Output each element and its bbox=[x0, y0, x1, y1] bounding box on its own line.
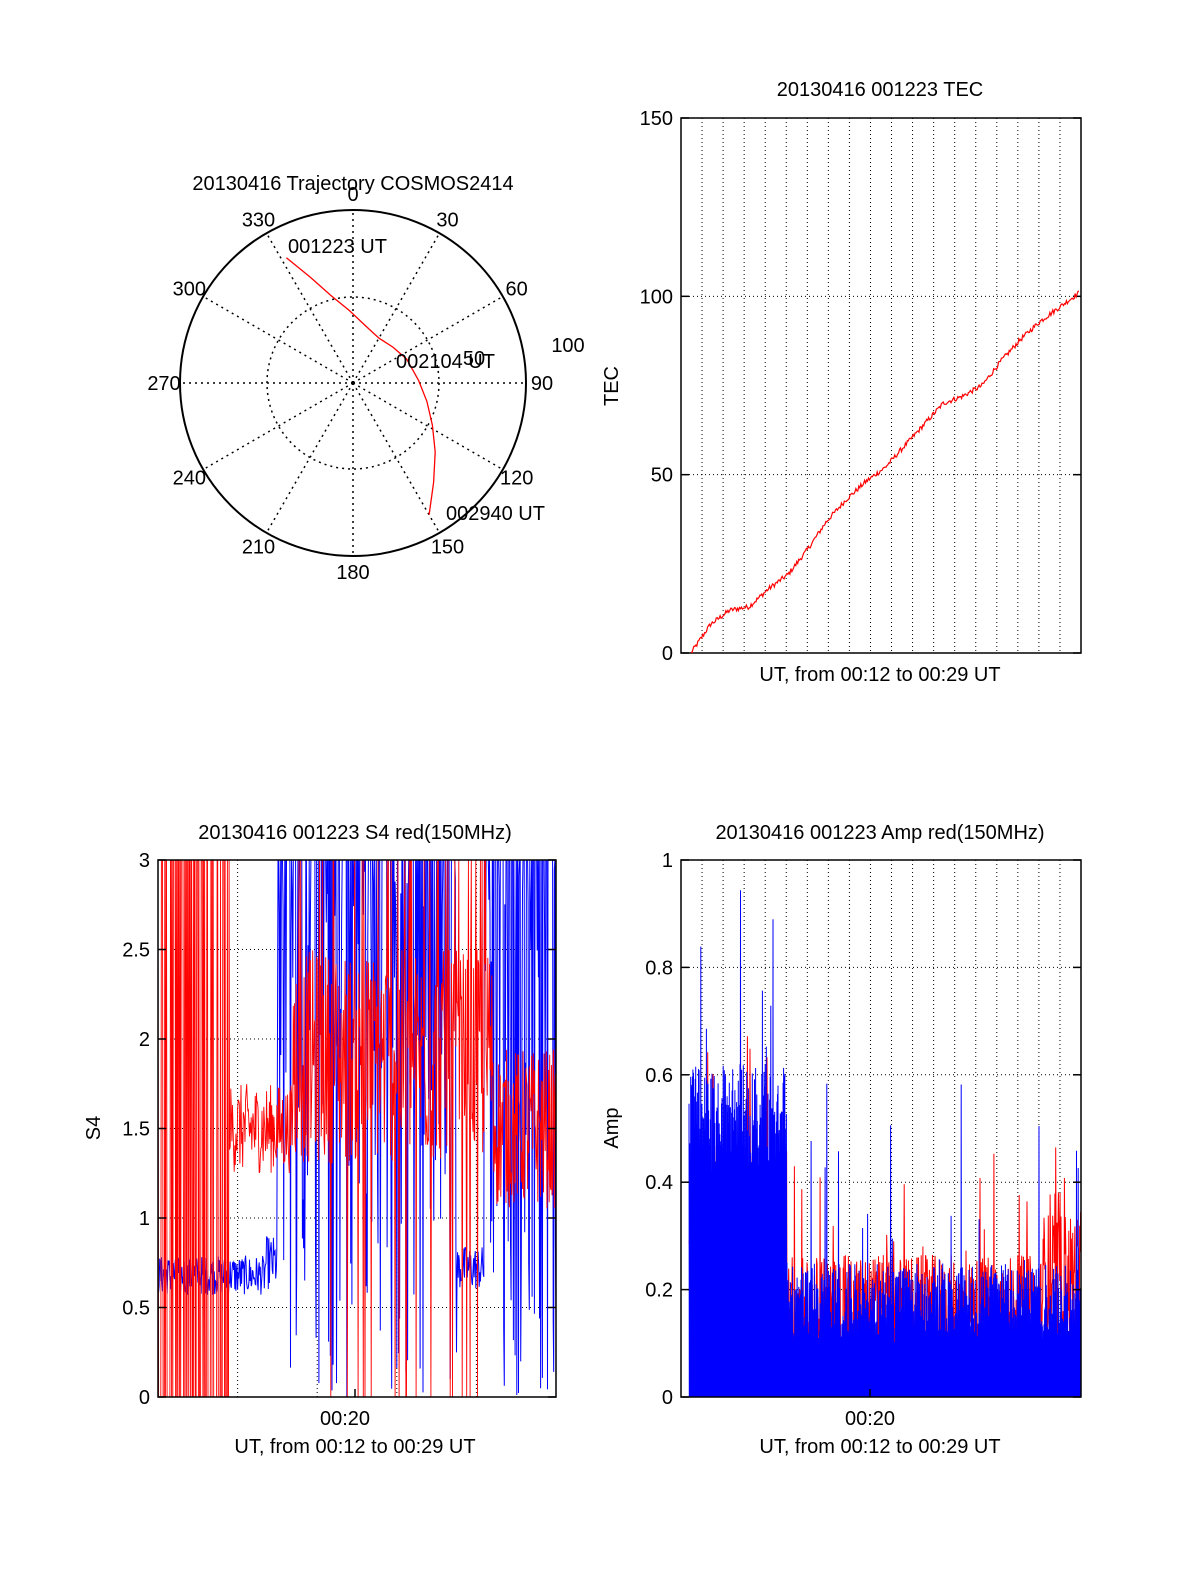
polar-title: 20130416 Trajectory COSMOS2414 bbox=[192, 173, 513, 195]
amp-x-label: UT, from 00:12 to 00:29 UT bbox=[759, 1436, 1000, 1458]
polar-spoke-120 bbox=[352, 382, 504, 471]
tec-frame bbox=[680, 117, 1082, 654]
s4-y-label: S4 bbox=[83, 1116, 105, 1140]
tec-y-tick-label: 100 bbox=[640, 286, 673, 308]
polar-spoke-330 bbox=[265, 232, 354, 384]
polar-angle-label-90: 90 bbox=[531, 373, 553, 395]
tec-y-ticks: 0 50 100 150 bbox=[640, 108, 1081, 665]
polar-angle-label-0: 0 bbox=[347, 184, 358, 206]
polar-angle-label-210: 210 bbox=[242, 537, 275, 559]
tec-x-label: UT, from 00:12 to 00:29 UT bbox=[759, 664, 1000, 686]
polar-angle-label-150: 150 bbox=[431, 537, 464, 559]
amp-series bbox=[688, 890, 1082, 1398]
polar-spokes bbox=[180, 210, 526, 556]
amp-y-tick-label: 0.4 bbox=[645, 1172, 673, 1194]
s4-y-tick-label: 1.5 bbox=[122, 1119, 150, 1141]
satellite-track-line bbox=[285, 257, 436, 515]
amp-frame bbox=[680, 859, 1082, 1398]
amp-y-ticks: 0 0.2 0.4 0.6 0.8 1 bbox=[645, 850, 1081, 1409]
polar-spoke-210 bbox=[265, 382, 354, 534]
polar-angle-label-30: 30 bbox=[436, 209, 458, 231]
s4-x-tick-label: 00:20 bbox=[320, 1408, 370, 1430]
polar-angle-label-60: 60 bbox=[506, 279, 528, 301]
polar-spoke-300 bbox=[202, 295, 354, 384]
polar-angle-label-240: 240 bbox=[173, 468, 206, 490]
amp-y-tick-label: 0.2 bbox=[645, 1280, 673, 1302]
tec-y-label: TEC bbox=[601, 366, 623, 406]
polar-angle-label-180: 180 bbox=[336, 562, 369, 584]
polar-spoke-150 bbox=[352, 382, 441, 534]
amp-y-tick-label: 0 bbox=[662, 1387, 673, 1409]
polar-spoke-240 bbox=[202, 382, 354, 471]
tec-series-line bbox=[690, 290, 1080, 654]
tec-y-tick-label: 150 bbox=[640, 108, 673, 130]
track-start-label: 001223 UT bbox=[288, 236, 387, 258]
s4-y-tick-label: 2 bbox=[139, 1029, 150, 1051]
amp-y-label: Amp bbox=[601, 1107, 623, 1148]
amp-blue-series-line bbox=[688, 890, 1082, 1398]
s4-y-tick-label: 2.5 bbox=[122, 940, 150, 962]
polar-outer-circle bbox=[179, 209, 527, 557]
amp-plot: 20130416 001223 Amp red(150MHz) 00.20.40… bbox=[601, 822, 1082, 1458]
amp-x-tick-label: 00:20 bbox=[845, 1408, 895, 1430]
s4-y-tick-label: 0 bbox=[139, 1387, 150, 1409]
polar-angle-label-270: 270 bbox=[147, 373, 180, 395]
polar-spoke-60 bbox=[352, 295, 504, 384]
amp-y-tick-label: 0.6 bbox=[645, 1065, 673, 1087]
s4-red-series-line bbox=[157, 859, 557, 1398]
track-mid-label: 002104 UT bbox=[396, 351, 495, 373]
s4-y-tick-label: 3 bbox=[139, 850, 150, 872]
s4-x-label: UT, from 00:12 to 00:29 UT bbox=[234, 1436, 475, 1458]
tec-plot: 20130416 001223 TEC 0 50 100 150 TEC UT, fr… bbox=[601, 79, 1082, 686]
polar-angle-label-330: 330 bbox=[242, 209, 275, 231]
polar-ring-label: 50 bbox=[463, 348, 485, 370]
s4-title: 20130416 001223 S4 red(150MHz) bbox=[198, 822, 512, 844]
amp-y-tick-label: 1 bbox=[662, 850, 673, 872]
s4-y-ticks: 0 0.5 1 1.5 2 2.5 3 bbox=[122, 850, 556, 1409]
polar-angle-labels: 0 30 60 90 120 150 180 210 240 270 300 330 bbox=[147, 184, 553, 584]
amp-y-tick-label: 0.8 bbox=[645, 957, 673, 979]
s4-series bbox=[157, 859, 557, 1398]
track-end-label: 002940 UT bbox=[446, 503, 545, 525]
tec-title: 20130416 001223 TEC bbox=[777, 79, 983, 101]
amp-title: 20130416 001223 Amp red(150MHz) bbox=[715, 822, 1044, 844]
polar-angle-label-300: 300 bbox=[173, 279, 206, 301]
tec-y-tick-label: 0 bbox=[662, 643, 673, 665]
polar-outer-label: 100 bbox=[551, 335, 584, 357]
trajectory-polar-plot: 20130416 Trajectory COSMOS2414 0 30 60 90 12… bbox=[147, 173, 584, 584]
s4-y-tick-label: 1 bbox=[139, 1208, 150, 1230]
polar-spoke-30 bbox=[352, 232, 441, 384]
s4-y-tick-label: 0.5 bbox=[122, 1298, 150, 1320]
tec-grid bbox=[681, 118, 1081, 653]
polar-angle-label-120: 120 bbox=[500, 468, 533, 490]
tec-y-tick-label: 50 bbox=[651, 465, 673, 487]
s4-plot: 20130416 001223 S4 red(150MHz) 0 0.5 1 1.5 2… bbox=[83, 822, 557, 1458]
